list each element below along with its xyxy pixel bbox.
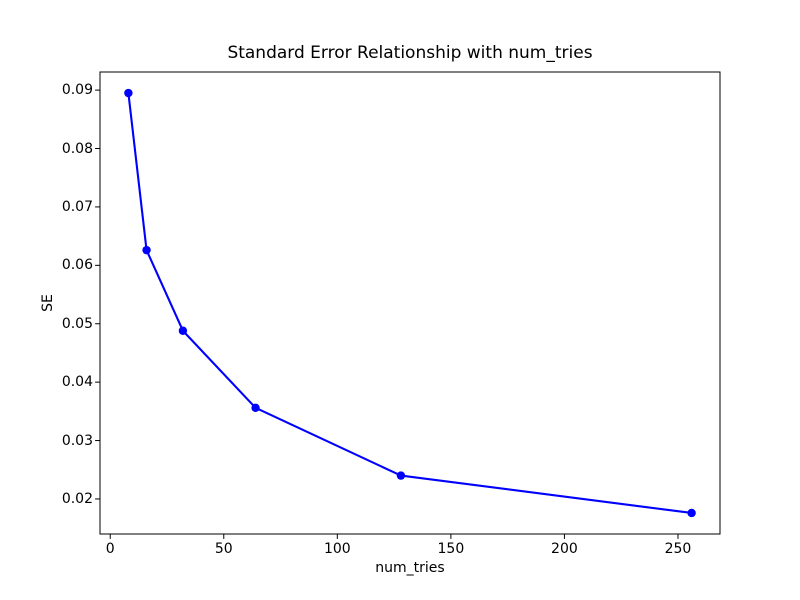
series-line: [127, 91, 693, 515]
x-tick-label-1: 50: [214, 541, 233, 557]
data-point-marker: [251, 403, 260, 413]
y-tick-label-1: 0.03: [61, 432, 93, 449]
y-tick-label-4: 0.06: [61, 257, 93, 274]
data-point-marker: [124, 88, 133, 98]
data-point-marker: [142, 245, 151, 255]
y-tick-label-2: 0.04: [61, 374, 93, 391]
x-tick-label-3: 150: [437, 541, 465, 557]
y-tick-label-5: 0.07: [61, 198, 93, 215]
x-tick-label-2: 100: [323, 541, 351, 557]
x-tick-label-0: 0: [105, 541, 115, 557]
y-tick-label-3: 0.05: [61, 315, 93, 332]
data-point-marker: [178, 326, 188, 335]
y-tick-label-6: 0.08: [61, 140, 93, 157]
axes-frame: [99, 71, 721, 535]
data-point-marker: [396, 471, 406, 480]
chart-title: Standard Error Relationship with num_tri…: [227, 43, 593, 63]
x-tick-label-5: 250: [664, 541, 692, 557]
data-point-marker: [687, 508, 696, 518]
x-tick-label-4: 200: [551, 541, 578, 557]
x-axis-label: num_tries: [375, 560, 445, 576]
y-tick-label-7: 0.09: [61, 82, 93, 99]
y-axis-label: SE: [40, 294, 56, 312]
y-tick-label-0: 0.02: [61, 490, 93, 507]
